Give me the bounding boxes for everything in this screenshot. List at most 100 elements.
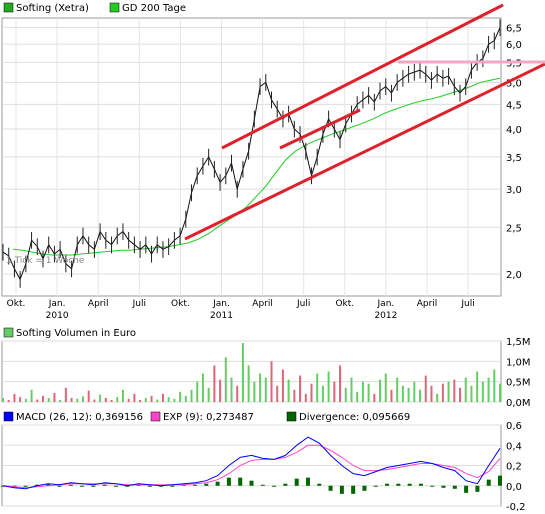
x-tick-label: Jan. <box>48 299 66 309</box>
volume-bar <box>201 373 204 402</box>
volume-bar <box>99 394 102 402</box>
divergence-bar <box>486 479 491 486</box>
price-y-tick-label: 3,0 <box>506 185 522 196</box>
divergence-bar <box>283 483 288 486</box>
x-tick-label: Okt. <box>335 299 354 309</box>
trend-channel-lower <box>184 62 545 241</box>
volume-bar <box>339 365 342 402</box>
volume-bar <box>241 343 244 402</box>
x-tick-labels: Okt. Jan. April Juli Okt. Jan. April Juli Okt. Ja… <box>7 299 475 321</box>
divergence-legend-label: Divergence: 0,095669 <box>299 412 410 423</box>
volume-bar <box>236 385 239 402</box>
volume-bar <box>299 375 302 402</box>
macd-y-tick-label: 0,4 <box>506 441 522 452</box>
volume-bar <box>419 389 422 402</box>
volume-bar <box>293 389 296 402</box>
volume-bar <box>304 393 307 402</box>
volume-bar <box>350 377 353 402</box>
divergence-bar <box>91 485 96 487</box>
divergence-bar <box>362 485 367 491</box>
volume-bar <box>379 379 382 402</box>
price-y-tick-label: 5,5 <box>506 58 522 69</box>
divergence-bar <box>407 483 412 486</box>
volume-bar <box>459 387 462 402</box>
volume-bar <box>287 379 290 402</box>
volume-bar <box>104 397 107 402</box>
divergence-bar <box>193 484 198 486</box>
volume-bar <box>173 398 176 402</box>
volume-bar <box>270 361 273 402</box>
divergence-bar <box>147 485 152 487</box>
volume-panel-frame <box>1 340 502 403</box>
volume-bar <box>407 387 410 402</box>
volume-bar <box>156 399 159 402</box>
volume-bar <box>396 377 399 402</box>
volume-bar <box>476 371 479 402</box>
volume-bar <box>53 393 56 402</box>
divergence-bar <box>418 483 423 486</box>
volume-gridlines <box>2 340 501 403</box>
volume-bar <box>327 371 330 402</box>
volume-y-tick-labels: 1,5M 1,0M 0,5M 0,0M <box>506 337 531 409</box>
divergence-bar <box>12 485 17 487</box>
volume-y-tick-label: 1,5M <box>506 337 531 348</box>
volume-bar <box>390 389 393 402</box>
volume-bar <box>259 373 262 402</box>
volume-bar <box>441 383 444 402</box>
volume-bar <box>219 379 222 402</box>
price-y-tick-label: 2,5 <box>506 223 522 234</box>
divergence-bar <box>102 484 107 486</box>
volume-bar <box>264 377 267 402</box>
x-tick-label: April <box>417 299 438 309</box>
divergence-legend-swatch <box>286 411 297 422</box>
volume-y-tick-label: 1,0M <box>506 357 531 368</box>
volume-bar <box>367 383 370 402</box>
volume-bar <box>276 385 279 402</box>
volume-bar <box>413 381 416 402</box>
volume-bar <box>464 377 467 402</box>
volume-bar <box>481 381 484 402</box>
volume-y-tick-label: 0,5M <box>506 378 531 389</box>
divergence-bar <box>249 480 254 486</box>
divergence-bar <box>23 485 28 487</box>
volume-bar <box>356 391 359 402</box>
volume-bar <box>116 397 119 402</box>
volume-bar <box>70 397 73 402</box>
price-candles <box>2 19 501 288</box>
volume-bar <box>150 395 153 402</box>
legend-swatch-price <box>3 2 14 13</box>
trend-channel-upper <box>221 3 504 150</box>
volume-bar <box>436 393 439 402</box>
legend-label-ma200: GD 200 Tage <box>122 3 186 14</box>
divergence-bar <box>136 484 141 486</box>
divergence-bar <box>464 485 469 493</box>
volume-bar <box>230 377 233 402</box>
price-y-tick-label: 4,0 <box>506 125 522 136</box>
divergence-bar <box>80 485 85 487</box>
year-label: 2012 <box>374 311 397 321</box>
divergence-bar <box>441 485 446 488</box>
tick-note: 1 Tick = 1 Woche <box>6 256 85 266</box>
volume-bar <box>196 381 199 402</box>
macd-y-tick-labels: 0,6 0,4 0,2 0,0 -0,2 <box>506 421 526 513</box>
volume-bar <box>424 375 427 402</box>
x-tick-label: April <box>88 299 109 309</box>
trend-channel-mid <box>279 108 361 150</box>
volume-bar <box>64 387 67 402</box>
divergence-bar <box>294 478 299 486</box>
macd-legend-label: MACD (26, 12): 0,369156 <box>16 412 143 423</box>
divergence-bar <box>498 475 502 486</box>
divergence-bar <box>170 485 175 487</box>
volume-bar <box>144 397 147 402</box>
volume-bar <box>19 397 22 402</box>
divergence-bar <box>385 483 390 486</box>
divergence-bar <box>317 483 322 486</box>
volume-bar <box>361 381 364 402</box>
divergence-bar <box>272 485 277 487</box>
volume-legend-swatch <box>3 327 14 338</box>
volume-bar <box>470 385 473 402</box>
volume-bar <box>447 381 450 402</box>
x-tick-label: Juli <box>460 299 474 309</box>
volume-bar <box>224 357 227 402</box>
